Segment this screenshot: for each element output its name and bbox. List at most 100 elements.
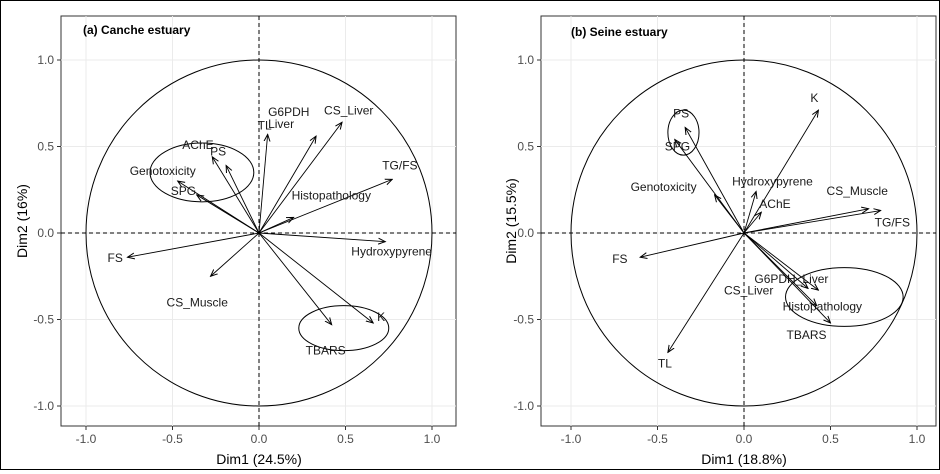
variable-label-line: PS — [210, 145, 226, 159]
variable-label-line: FS — [108, 251, 123, 265]
y-tick-label: 0.5 — [37, 140, 54, 154]
variable-arrow — [258, 122, 342, 234]
variable-arrow — [258, 136, 316, 234]
variable-arrow — [258, 232, 373, 323]
variable-arrow — [128, 232, 260, 257]
y-axis-title: Dim2 (16%) — [14, 184, 30, 258]
variable-arrow — [743, 232, 831, 323]
variable-arrow — [685, 127, 745, 234]
variable-arrow — [743, 209, 869, 234]
variable-arrow — [743, 191, 756, 234]
variable-arrow — [226, 166, 260, 234]
x-tick-label: -1.0 — [76, 432, 97, 446]
variable-label-line: TL — [258, 118, 272, 132]
plot-area — [540, 15, 937, 427]
variable-label: PS — [673, 106, 689, 120]
y-tick-label: -0.5 — [513, 313, 534, 327]
variable-arrow — [668, 232, 745, 352]
variable-label-line: TBARS — [787, 328, 827, 342]
variable-label: Histopathology — [783, 300, 862, 314]
y-tick-label: -1.0 — [513, 399, 534, 413]
variable-label-line: CS_Muscle — [827, 184, 889, 198]
variable-label-line: FS — [612, 252, 627, 266]
group-ellipse — [149, 142, 255, 203]
x-tick-label: 1.0 — [424, 432, 441, 446]
variable-arrow — [640, 232, 745, 257]
variable-label-line: SPG — [171, 184, 196, 198]
x-tick-label: 1.0 — [909, 432, 926, 446]
variable-label-line: CS_Muscle — [167, 295, 229, 309]
variable-label-line: Hydroxypyrene — [732, 174, 813, 188]
variable-arrow — [258, 179, 392, 234]
variable-label-line: K — [377, 310, 385, 324]
variable-arrow — [197, 195, 260, 234]
variable-label: TBARS — [306, 344, 346, 358]
y-tick-label: 0.5 — [517, 140, 534, 154]
y-tick-label: 0.0 — [37, 226, 54, 240]
group-ellipse — [667, 109, 700, 156]
variable-label: FS — [108, 251, 123, 265]
variable-arrow — [743, 232, 808, 288]
variable-label: TBARS — [787, 328, 827, 342]
variable-label: Hydroxypyrene — [351, 245, 432, 259]
variable-label-line: Histopathology — [292, 188, 371, 202]
variable-label: K — [377, 310, 385, 324]
variable-label-line: TBARS — [306, 344, 346, 358]
variable-arrow — [258, 232, 332, 325]
variable-label-line: G6PDH — [268, 105, 309, 119]
variable-arrow — [258, 217, 294, 234]
variable-label: G6PDH Liver — [268, 105, 309, 131]
variable-label-line: PS — [673, 106, 689, 120]
variable-label: K — [810, 91, 818, 105]
variable-label: Histopathology — [292, 188, 371, 202]
x-tick-label: -0.5 — [162, 432, 183, 446]
variable-label: Hydroxypyrene — [732, 174, 813, 188]
variable-label: FS — [612, 252, 627, 266]
variable-label: TG/FS — [875, 216, 910, 230]
variable-arrow — [211, 232, 260, 276]
panel-b: -1.0 -0.5 0.0 0.5 1.0 -1.0 -0.5 0.0 0.5 1.0 Dim1 (… — [503, 15, 937, 467]
correlation-circle — [570, 59, 918, 407]
variable-arrow — [743, 212, 761, 234]
variable-label: PS — [210, 145, 226, 159]
x-tick-label: -1.0 — [561, 432, 582, 446]
variable-label-line: SPG — [665, 140, 690, 154]
variable-label-line: Genotoxicity — [130, 164, 196, 178]
panel-title: (b) Seine estuary — [571, 25, 668, 39]
variable-label-line: Hydroxypyrene — [351, 245, 432, 259]
variable-label-line: Genotoxicity — [631, 180, 697, 194]
variable-label: CS_Muscle — [167, 295, 229, 309]
panel-a: -1.0 -0.5 0.0 0.5 1.0 -1.0 -0.5 0.0 0.5 1.0 Dim1 (… — [14, 15, 457, 467]
x-tick-label: 0.5 — [822, 432, 839, 446]
group-ellipse — [785, 267, 904, 327]
y-tick-label: 0.0 — [517, 226, 534, 240]
variable-label: CS_Muscle — [827, 184, 889, 198]
y-tick-label: -1.0 — [33, 399, 54, 413]
variable-label: Genotoxicity — [631, 180, 697, 194]
x-tick-label: 0.0 — [736, 432, 753, 446]
variable-label: AChE — [182, 138, 213, 152]
variable-arrow — [258, 134, 268, 234]
correlation-circle — [85, 59, 433, 407]
x-tick-label: 0.5 — [337, 432, 354, 446]
variable-arrow — [212, 157, 260, 234]
variable-arrow — [258, 232, 385, 242]
variable-arrow — [743, 211, 881, 234]
variable-label: CS_Liver — [724, 283, 773, 297]
variable-label-line: TG/FS — [875, 216, 910, 230]
variable-label-line: TG/FS — [382, 158, 417, 172]
variable-label: TG/FS — [382, 158, 417, 172]
y-axis-title: Dim2 (15.5%) — [503, 178, 519, 264]
variable-label-line: AChE — [759, 197, 790, 211]
variable-label-line: Histopathology — [783, 300, 862, 314]
y-tick-label: -0.5 — [33, 313, 54, 327]
variable-label: SPG — [665, 140, 690, 154]
variable-arrow — [743, 232, 818, 290]
variable-label-line: TL — [658, 356, 672, 370]
variable-arrow — [715, 195, 745, 234]
variable-label: AChE — [759, 197, 790, 211]
x-axis-title: Dim1 (24.5%) — [216, 451, 302, 467]
panel-title: (a) Canche estuary — [83, 23, 191, 37]
